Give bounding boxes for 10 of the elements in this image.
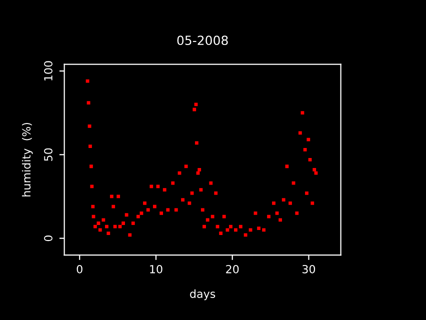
y-tick-label: 100 bbox=[44, 61, 52, 80]
x-tick-label: 10 bbox=[150, 264, 162, 274]
x-tick-label: 30 bbox=[302, 264, 316, 274]
x-axis-title: days bbox=[190, 289, 216, 300]
x-tick-label: 0 bbox=[76, 264, 82, 274]
y-tick-label: 0 bbox=[44, 236, 52, 242]
x-tick-label: 20 bbox=[226, 264, 239, 274]
chart-title: 05-2008 bbox=[177, 36, 228, 46]
y-tick-label: 50 bbox=[44, 148, 52, 161]
y-axis-title: humidity (%) bbox=[22, 122, 33, 196]
